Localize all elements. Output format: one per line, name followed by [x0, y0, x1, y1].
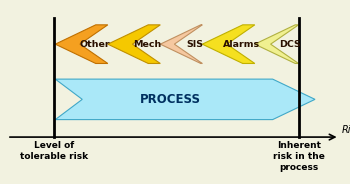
Polygon shape [108, 25, 160, 63]
Text: PROCESS: PROCESS [140, 93, 201, 106]
Text: DCS: DCS [279, 40, 301, 49]
Text: Other: Other [79, 40, 110, 49]
Polygon shape [160, 25, 202, 63]
Polygon shape [55, 25, 108, 63]
Polygon shape [255, 25, 299, 63]
Text: Risks: Risks [341, 125, 350, 135]
Polygon shape [55, 79, 315, 120]
Text: Level of
tolerable risk: Level of tolerable risk [20, 141, 88, 161]
Text: Inherent
risk in the
process: Inherent risk in the process [273, 141, 325, 172]
Text: Mech: Mech [133, 40, 161, 49]
Text: Alarms: Alarms [223, 40, 260, 49]
Polygon shape [202, 25, 255, 63]
Text: SIS: SIS [186, 40, 203, 49]
